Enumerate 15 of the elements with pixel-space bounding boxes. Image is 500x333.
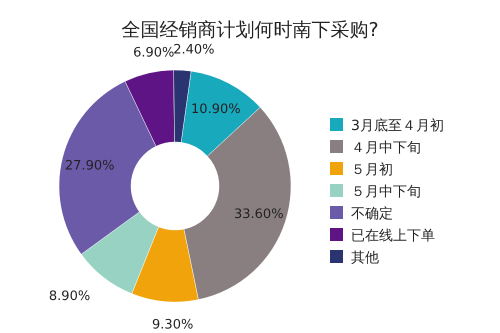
data-label: 33.60% bbox=[234, 206, 284, 222]
legend-label: 不确定 bbox=[351, 206, 393, 222]
data-label: 27.90% bbox=[64, 158, 114, 174]
data-label: 6.90% bbox=[133, 46, 174, 61]
data-label: 2.40% bbox=[173, 42, 215, 58]
legend-label: 其他 bbox=[351, 250, 379, 266]
data-label: 8.90% bbox=[48, 288, 90, 304]
legend-label: ５月中下旬 bbox=[351, 184, 421, 200]
legend-label: ４月中下旬 bbox=[351, 140, 421, 156]
legend-label: ５月初 bbox=[351, 162, 393, 178]
data-label: 9.30% bbox=[152, 317, 194, 332]
chart-title: 全国经销商计划何时南下采购? bbox=[121, 19, 379, 41]
legend-label: 3月底至４月初 bbox=[351, 118, 444, 134]
data-label: 10.90% bbox=[191, 102, 241, 118]
legend-label: 已在线上下单 bbox=[351, 228, 435, 244]
